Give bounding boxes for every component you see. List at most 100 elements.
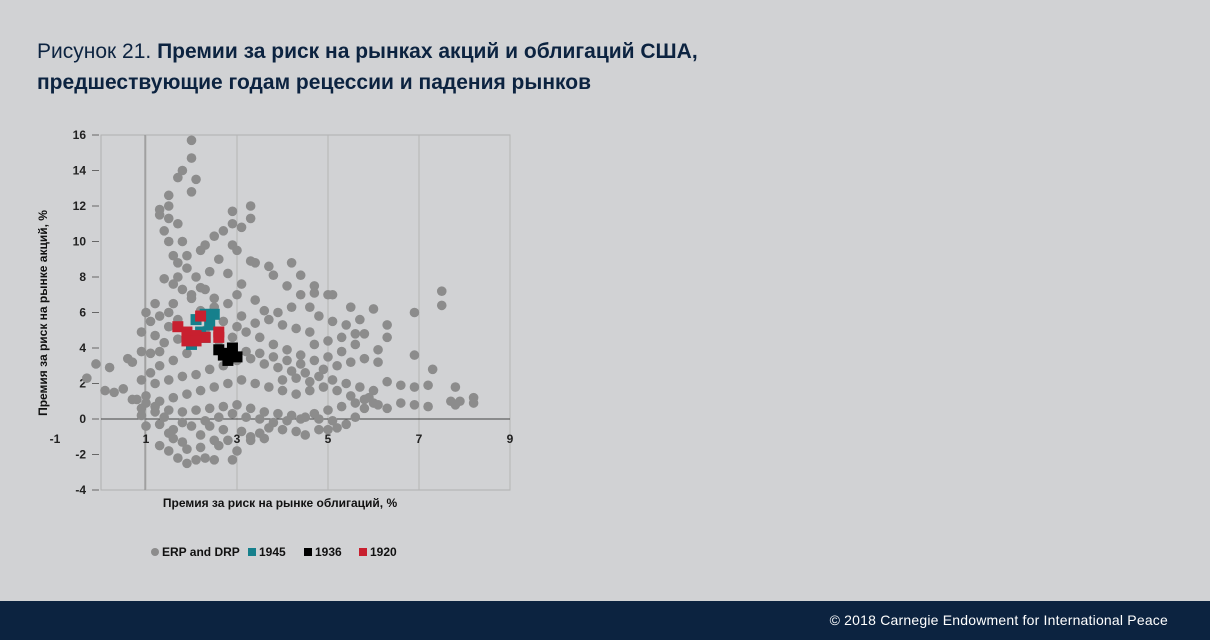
data-point-1920 xyxy=(213,331,225,343)
chart-title: Рисунок 21. Премии за риск на рынках акц… xyxy=(37,36,797,98)
data-point-erp-drp xyxy=(168,433,179,444)
scatter-chart: -4 -2 0 2 4 6 8 10 12 14 16 -1 1 3 5 7 9 Премия за риск … xyxy=(36,128,514,559)
data-point-erp-drp xyxy=(382,403,392,414)
data-point-erp-drp xyxy=(345,357,356,367)
data-point-erp-drp xyxy=(291,323,301,334)
data-point-erp-drp xyxy=(282,281,292,291)
data-point-erp-drp xyxy=(309,355,320,366)
data-point-erp-drp xyxy=(154,311,165,321)
data-point-erp-drp xyxy=(218,401,229,412)
data-point-erp-drp xyxy=(150,401,160,412)
data-point-erp-drp xyxy=(350,329,361,339)
data-point-erp-drp xyxy=(423,380,433,391)
figure-label: Рисунок 21. xyxy=(37,40,152,63)
data-point-erp-drp xyxy=(145,368,156,378)
data-point-erp-drp xyxy=(168,250,179,261)
data-point-erp-drp xyxy=(359,329,370,339)
data-point-erp-drp xyxy=(323,424,333,435)
data-point-1920 xyxy=(181,335,193,347)
chart-area: -4 -2 0 2 4 6 8 10 12 14 16 -1 1 3 5 7 9 Премия за риск … xyxy=(0,120,560,570)
data-point-erp-drp xyxy=(282,415,292,426)
data-point-erp-drp xyxy=(259,407,270,417)
data-point-erp-drp xyxy=(382,320,392,330)
data-point-erp-drp xyxy=(136,327,147,337)
data-point-erp-drp xyxy=(245,213,256,224)
y-axis-title: Премия за риск на рынке акций, % xyxy=(36,210,50,416)
data-point-erp-drp xyxy=(241,346,251,357)
data-point-erp-drp xyxy=(141,391,151,401)
data-point-erp-drp xyxy=(145,316,156,327)
legend-marker-1936 xyxy=(304,548,312,556)
data-point-erp-drp xyxy=(264,382,274,392)
data-point-1936 xyxy=(217,349,229,361)
data-point-1920 xyxy=(181,326,193,338)
data-point-erp-drp xyxy=(427,364,438,375)
data-point-erp-drp xyxy=(327,316,338,327)
data-point-erp-drp xyxy=(277,424,288,435)
data-point-erp-drp xyxy=(218,316,229,327)
data-point-erp-drp xyxy=(350,339,361,350)
data-point-erp-drp xyxy=(250,318,260,328)
data-point-erp-drp xyxy=(127,394,138,405)
data-point-erp-drp xyxy=(323,405,333,415)
data-point-erp-drp xyxy=(163,375,174,385)
data-point-erp-drp xyxy=(305,327,315,337)
data-point-erp-drp xyxy=(159,412,169,423)
data-point-erp-drp xyxy=(173,172,183,183)
data-point-1920 xyxy=(199,331,211,343)
data-point-erp-drp xyxy=(264,314,274,325)
data-point-erp-drp xyxy=(345,391,356,401)
data-point-erp-drp xyxy=(223,298,233,309)
data-point-erp-drp xyxy=(191,174,201,185)
y-tick-label: 12 xyxy=(73,199,87,213)
data-point-erp-drp xyxy=(232,245,242,256)
legend: ERP and DRP 1945 1936 1920 xyxy=(151,545,397,559)
tick-labels: -4 -2 0 2 4 6 8 10 12 14 16 -1 1 3 5 7 9 xyxy=(50,128,514,497)
data-point-erp-drp xyxy=(268,270,279,281)
x-tick-label: 5 xyxy=(325,432,332,446)
data-point-erp-drp xyxy=(341,378,352,389)
legend-marker-1920 xyxy=(359,548,367,556)
data-point-erp-drp xyxy=(163,190,174,201)
data-point-erp-drp xyxy=(314,424,324,435)
x-tick-label: -1 xyxy=(50,432,61,446)
data-point-erp-drp xyxy=(373,344,383,355)
data-point-1920 xyxy=(190,335,202,347)
data-point-erp-drp xyxy=(295,289,306,300)
data-point-erp-drp xyxy=(241,327,251,337)
data-point-erp-drp xyxy=(177,437,188,447)
data-point-erp-drp xyxy=(341,419,352,430)
data-point-erp-drp xyxy=(396,380,406,391)
data-point-erp-drp xyxy=(232,400,242,410)
data-point-erp-drp xyxy=(91,359,101,369)
data-point-erp-drp xyxy=(163,446,174,456)
data-point-1936 xyxy=(231,351,243,363)
data-point-erp-drp xyxy=(182,458,192,469)
data-point-erp-drp xyxy=(323,352,333,362)
data-point-erp-drp xyxy=(177,407,188,417)
data-point-erp-drp xyxy=(309,281,320,291)
data-point-1936 xyxy=(226,342,238,354)
data-point-erp-drp xyxy=(186,293,197,304)
data-point-erp-drp xyxy=(245,403,256,414)
data-point-erp-drp xyxy=(436,300,447,311)
data-point-erp-drp xyxy=(282,355,292,366)
data-point-erp-drp xyxy=(136,410,147,421)
data-point-erp-drp xyxy=(195,442,206,453)
data-point-erp-drp xyxy=(173,453,183,463)
data-point-erp-drp xyxy=(236,222,247,233)
data-point-erp-drp xyxy=(195,385,206,396)
data-point-erp-drp xyxy=(200,453,210,463)
data-point-erp-drp xyxy=(227,218,238,229)
data-point-erp-drp xyxy=(332,385,342,396)
data-point-erp-drp xyxy=(177,371,188,382)
data-point-erp-drp xyxy=(409,307,420,318)
data-point-erp-drp xyxy=(345,302,356,312)
y-tick-label: 4 xyxy=(79,341,86,355)
legend-label: 1920 xyxy=(370,545,397,559)
data-point-erp-drp xyxy=(182,389,192,399)
data-point-erp-drp xyxy=(163,321,174,332)
data-point-erp-drp xyxy=(300,430,311,440)
x-tick-label: 7 xyxy=(416,432,423,446)
data-point-erp-drp xyxy=(314,371,324,382)
